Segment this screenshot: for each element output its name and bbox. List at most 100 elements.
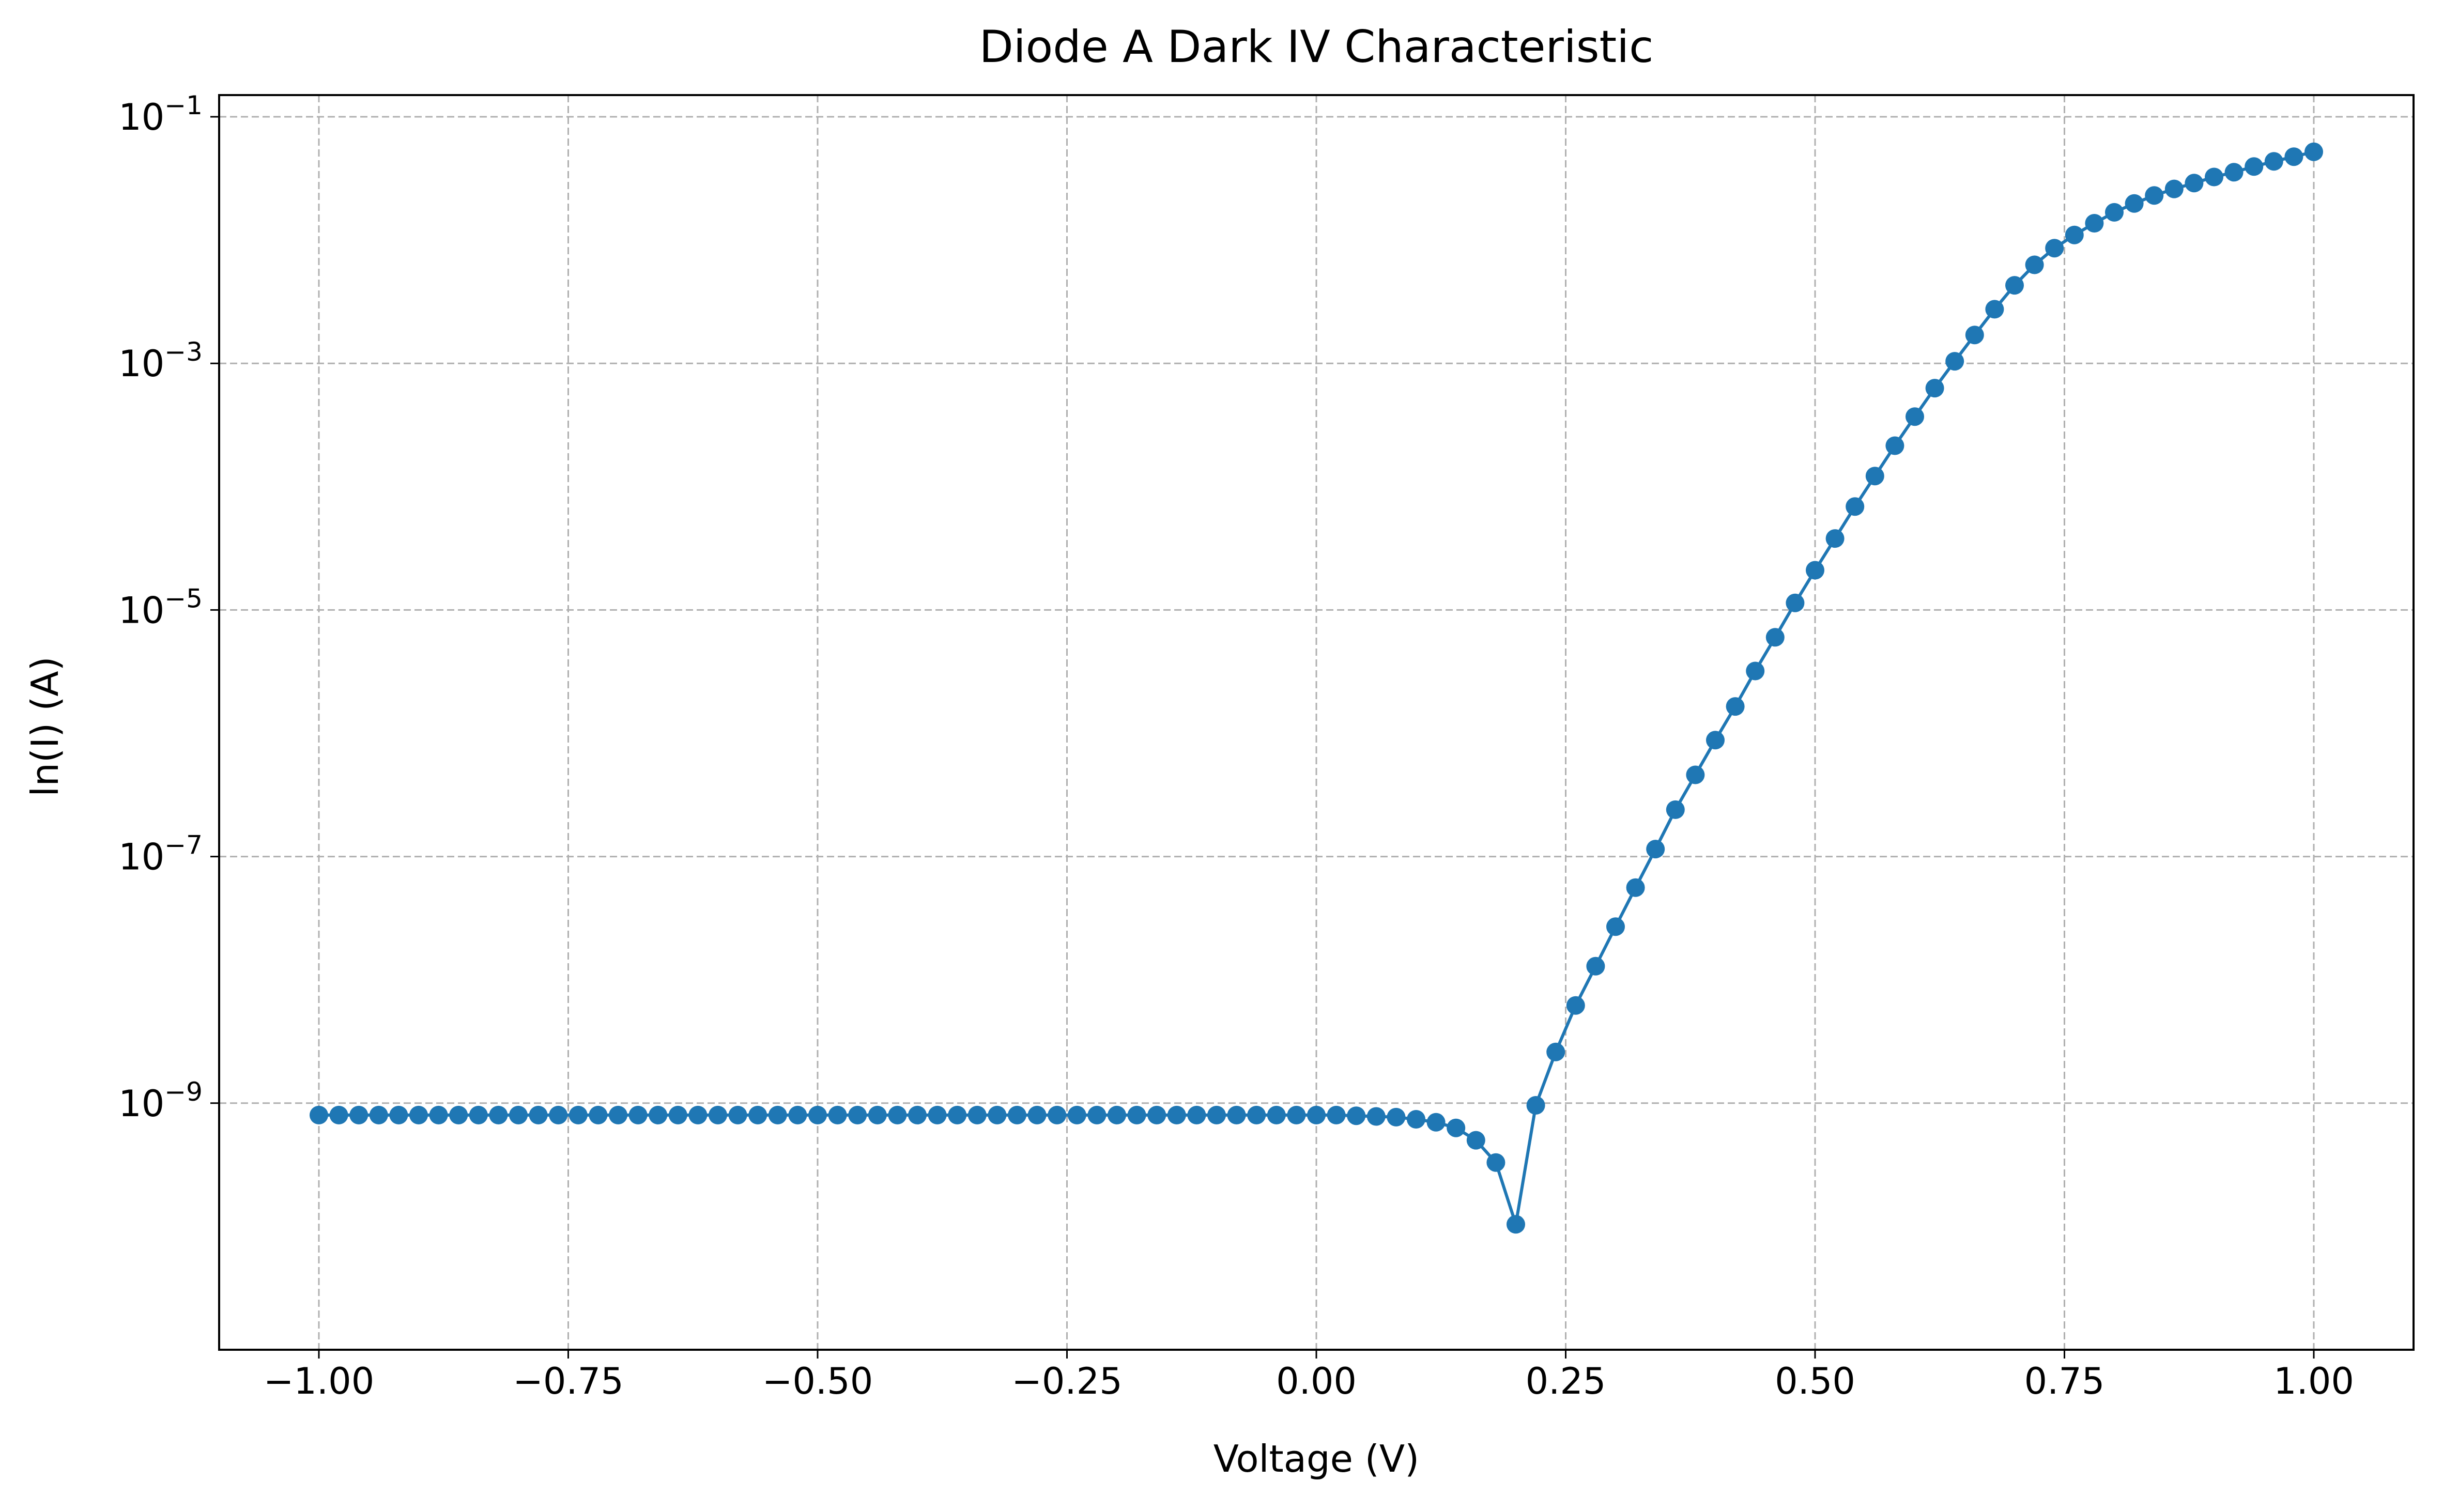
data-point [948,1105,967,1124]
data-point [1666,800,1685,819]
data-point [1008,1105,1026,1124]
y-tick-label: 10−7 [118,830,203,878]
x-tick-label: −0.50 [762,1360,873,1402]
data-point [2005,276,2024,295]
data-point [988,1105,1007,1124]
data-point [1507,1215,1525,1234]
y-tick-label-base: 10 [118,343,164,385]
data-point [1846,497,1865,516]
x-tick-label: −1.00 [264,1360,375,1402]
data-point [569,1105,588,1124]
data-point [609,1105,627,1124]
y-tick-label-base: 10 [118,836,164,878]
y-tick-label-exponent: −9 [164,1077,203,1107]
data-point [649,1105,668,1124]
data-point [1806,561,1824,580]
data-point [1586,956,1605,976]
data-point [1906,407,1924,426]
data-point [2185,174,2204,193]
y-tick-label-base: 10 [118,589,164,631]
data-point [1327,1105,1346,1124]
data-point [1407,1110,1425,1129]
data-point [1786,593,1805,612]
data-point [1267,1105,1286,1124]
x-tick-label: 0.25 [1526,1360,1606,1402]
data-point [668,1105,687,1124]
data-point [1985,300,2004,319]
data-point [1366,1107,1386,1126]
data-point [1147,1105,1166,1124]
x-tick-label: −0.25 [1011,1360,1123,1402]
data-point [2205,167,2223,187]
y-tick-label: 10−1 [118,90,203,138]
data-point [369,1105,388,1124]
data-point [429,1105,448,1124]
data-point [469,1105,488,1124]
data-point [1187,1105,1206,1124]
x-axis-label: Voltage (V) [1213,1437,1419,1480]
data-point [2245,157,2264,176]
data-point [748,1105,767,1124]
data-point [788,1105,807,1124]
data-point [808,1105,827,1124]
data-point [1746,661,1765,681]
data-point [2224,163,2244,182]
data-point [928,1105,947,1124]
data-point [1885,436,1904,455]
data-point [310,1105,328,1124]
data-point [848,1105,867,1124]
data-point [628,1105,648,1124]
data-point [389,1105,408,1124]
data-point [709,1105,727,1124]
data-point [1765,628,1785,647]
data-point [1686,765,1705,784]
chart-title: Diode A Dark IV Characteristic [979,21,1654,73]
data-point [2164,179,2184,198]
x-tick-label: 1.00 [2273,1360,2354,1402]
data-point [2284,147,2303,166]
data-point [728,1105,747,1124]
data-point [589,1105,608,1124]
data-point [1965,326,1984,345]
data-point [1287,1105,1306,1124]
y-tick-label-base: 10 [118,1083,164,1125]
data-point [2264,152,2283,171]
data-point [2045,239,2064,258]
x-tick-label: 0.75 [2024,1360,2105,1402]
data-point [2065,225,2084,244]
data-point [1945,352,1964,371]
data-point [1546,1042,1565,1061]
data-point [1566,996,1585,1015]
data-point [1426,1113,1446,1132]
data-point [688,1105,708,1124]
x-tick-label: 0.00 [1276,1360,1357,1402]
data-point [1347,1106,1366,1125]
data-point [349,1105,368,1124]
data-point [1067,1105,1086,1124]
data-point [2025,255,2044,274]
data-point [409,1105,428,1124]
data-point [1466,1131,1485,1150]
data-point [1486,1153,1505,1172]
data-point [1087,1105,1107,1124]
y-tick-label: 10−9 [118,1077,203,1125]
data-point [768,1105,787,1124]
data-point [2145,186,2164,205]
data-point [1127,1105,1146,1124]
data-point [2125,194,2144,213]
data-point [1626,878,1645,897]
y-tick-label-exponent: −7 [164,830,203,860]
data-point [2304,142,2323,161]
y-tick-label: 10−5 [118,583,203,631]
y-axis-label: ln(I) (A) [23,656,67,796]
data-point [1925,379,1944,398]
data-point [1726,697,1745,716]
data-point [549,1105,568,1124]
y-tick-label-exponent: −3 [164,337,203,367]
data-point [509,1105,528,1124]
data-point [1865,467,1884,486]
data-point [529,1105,548,1124]
data-point [2085,214,2104,233]
